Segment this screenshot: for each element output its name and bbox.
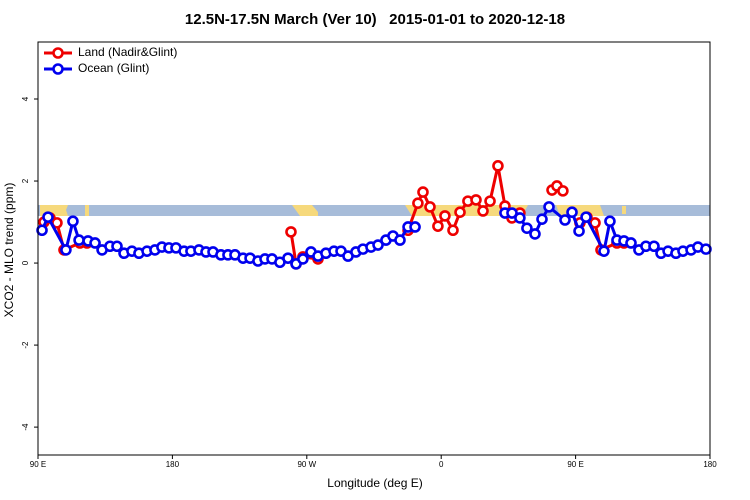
data-point	[573, 225, 585, 237]
data-point	[598, 245, 610, 257]
x-axis-label: Longitude (deg E)	[327, 476, 422, 490]
data-point	[521, 222, 533, 234]
y-tick-label: 0	[21, 260, 30, 265]
data-point	[424, 201, 436, 213]
x-tick-label: 0	[439, 460, 444, 469]
data-point	[432, 220, 444, 232]
x-tick-label: 180	[166, 460, 180, 469]
data-point	[73, 234, 85, 246]
data-point	[529, 228, 541, 240]
data-point	[36, 224, 48, 237]
y-tick-label: -4	[21, 423, 30, 431]
x-tick-label: 90 W	[297, 460, 316, 469]
data-point	[700, 243, 712, 255]
data-point	[454, 206, 466, 219]
data-point	[543, 201, 555, 213]
data-point	[67, 215, 79, 228]
data-point	[297, 253, 309, 265]
data-point	[409, 221, 421, 233]
data-point	[506, 207, 518, 219]
data-point	[492, 160, 504, 172]
legend-label: Ocean (Glint)	[78, 61, 149, 75]
data-point	[625, 237, 637, 249]
plot-frame	[37, 41, 711, 456]
data-point	[282, 252, 294, 264]
x-tick-label: 90 E	[30, 460, 46, 469]
y-tick-label: 4	[21, 96, 30, 101]
data-point	[89, 237, 101, 249]
data-point	[394, 234, 406, 246]
data-point	[111, 240, 123, 253]
y-tick-label: -2	[21, 341, 30, 349]
x-tick-label: 90 E	[567, 460, 583, 469]
data-point	[60, 244, 72, 256]
data-point	[470, 194, 482, 206]
legend-marker	[52, 63, 64, 75]
data-point	[580, 211, 592, 223]
data-point	[557, 185, 569, 197]
data-point	[648, 240, 660, 253]
legend-label: Land (Nadir&Glint)	[78, 45, 177, 59]
y-tick-label: 2	[21, 178, 30, 183]
data-point	[285, 226, 297, 238]
data-point	[372, 239, 384, 251]
data-point	[559, 214, 571, 226]
data-point	[417, 186, 429, 198]
data-point	[536, 213, 548, 225]
data-point	[604, 215, 616, 228]
data-point	[447, 224, 459, 237]
data-point	[439, 210, 451, 222]
data-point	[566, 206, 578, 219]
data-point	[42, 211, 54, 223]
legend-marker	[52, 47, 64, 59]
data-point	[514, 212, 526, 224]
land-map-strip	[38, 205, 710, 216]
data-point	[484, 195, 496, 207]
y-axis-label: XCO2 - MLO trend (ppm)	[2, 183, 16, 318]
x-tick-label: 180	[703, 460, 717, 469]
data-point	[477, 205, 489, 217]
chart-title: 12.5N-17.5N March (Ver 10) 2015-01-01 to…	[185, 11, 565, 28]
data-point	[412, 197, 424, 209]
